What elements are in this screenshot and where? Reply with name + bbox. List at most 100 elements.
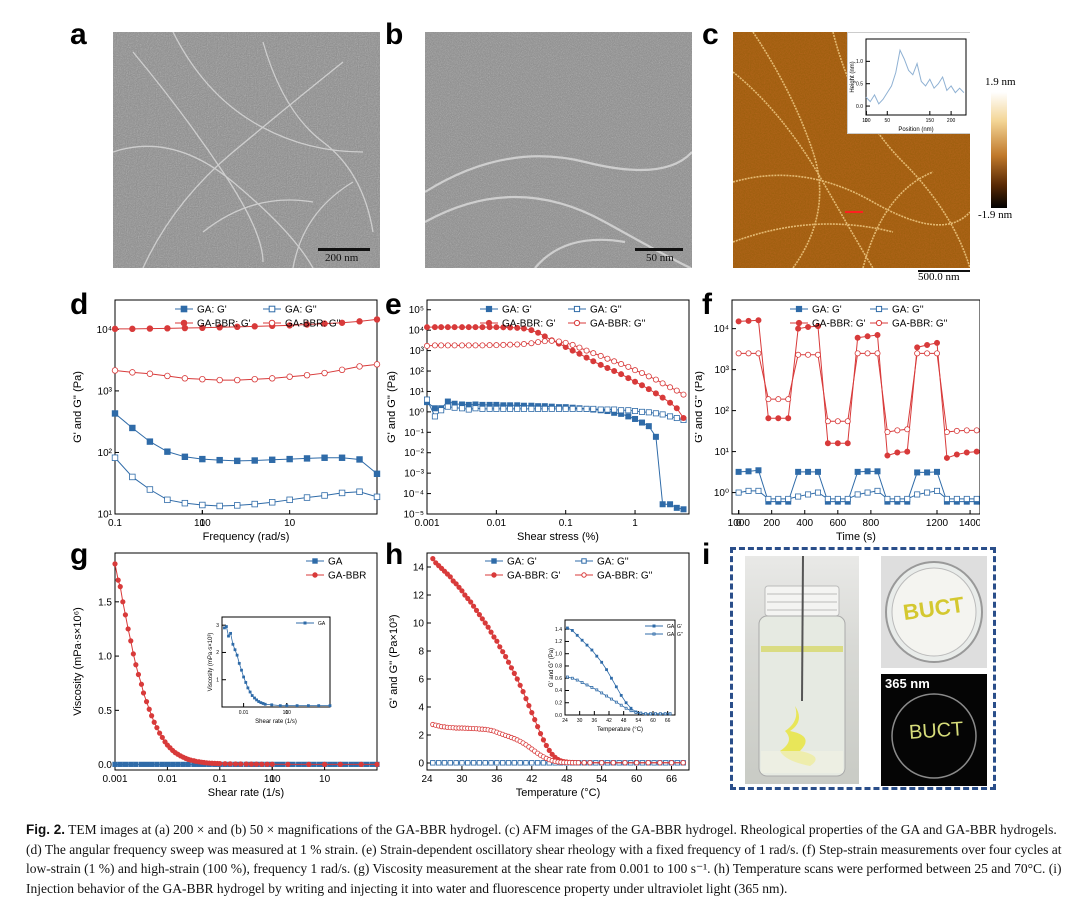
data-point [234,376,241,384]
data-point [667,384,674,391]
data-point [111,410,119,417]
data-point [451,324,458,331]
data-point [199,324,206,332]
legend-label: GA [318,621,326,627]
y-tick-label: 10¹ [410,387,425,398]
figure-caption: Fig. 2. TEM images at (a) 200 × and (b) … [26,820,1066,898]
data-point [251,457,258,464]
data-point [447,760,453,766]
data-point [181,453,189,460]
data-point [520,405,527,412]
legend-label: GA: G' [507,557,537,568]
data-point [338,489,346,497]
data-point [456,584,462,590]
legend-marker [573,305,581,313]
data-point [338,319,346,326]
data-point [431,413,438,420]
data-point [356,488,363,495]
legend-label: GA-BBR: G' [502,319,556,330]
series-line [426,400,684,510]
series-line [865,48,965,105]
data-point [680,415,687,422]
data-point [652,433,659,440]
data-point [286,455,293,463]
data-point [216,324,223,331]
y-tick-label: 0.8 [555,664,562,670]
x-tick-label: 36 [592,718,598,724]
y-tick-label: 14 [413,563,425,574]
data-point [575,678,579,682]
data-point [269,499,276,506]
data-point [199,375,206,383]
panel-i-frame: BUCT 365 nm BUCT [730,547,996,790]
data-point [140,690,147,696]
data-point [537,731,544,737]
data-point [597,406,604,413]
data-point [605,668,608,672]
data-point [680,391,687,398]
y-axis-label: Height (nm) [850,61,856,92]
data-point [755,350,762,357]
data-point [270,703,274,707]
data-point [251,500,258,508]
data-point [864,468,871,475]
data-point [834,418,841,425]
y-tick-label: 0 [418,759,424,770]
x-tick-label: 10 [284,518,296,529]
vial-illustration [758,556,846,777]
data-point [634,711,638,714]
data-point [436,760,442,766]
data-point [321,454,328,461]
data-point [924,341,931,348]
data-point [570,676,574,680]
data-point [673,405,680,412]
data-point [535,760,541,766]
data-point [253,761,260,767]
data-point [374,761,380,767]
panel-label-c: c [702,18,719,51]
data-point [441,760,448,766]
data-point [447,574,453,580]
data-point [514,405,521,412]
data-point [624,701,628,705]
data-point [597,352,604,359]
data-point [112,761,118,767]
data-point [638,419,645,426]
data-point [528,327,535,334]
panel-label-e: e [385,288,402,321]
uv-wavelength-label: 365 nm [885,676,930,691]
data-point [632,408,639,415]
afm-scale-bar-label: 500.0 nm [918,271,960,283]
x-tick-label: 1400 [959,518,980,529]
data-point [914,491,921,498]
data-point [535,329,542,336]
data-point [115,577,121,583]
data-point [459,324,466,331]
data-point [159,761,165,767]
legend-marker [652,624,656,628]
data-point [745,317,752,324]
data-point [248,761,254,767]
panel-label-b: b [385,18,404,51]
y-tick-label: 0.5 [98,706,112,717]
data-point [138,681,145,687]
data-point [934,350,941,357]
x-tick-label: 0.1 [213,774,227,785]
y-tick-label: 0.0 [555,713,562,719]
data-point [904,495,911,502]
data-point [529,710,535,716]
legend-marker [875,319,883,327]
y-tick-label: 10⁻⁴ [403,489,424,500]
data-point [459,405,466,412]
data-point [581,760,587,766]
x-tick-label: 100 [283,710,292,716]
y-axis-label: G' and G'' (Pa) [549,648,555,687]
legend-label: GA-BBR: G' [507,571,561,582]
afm-profile-plot: 0 50 100 150 200 0.0 0.5 1.0 Position (nm) Height… [850,38,967,133]
data-point [844,440,851,447]
data-point [465,324,472,331]
tem-texture-b [425,32,692,268]
figure-caption-label: Fig. 2. [26,822,66,837]
x-tick-label: 54 [596,774,608,785]
